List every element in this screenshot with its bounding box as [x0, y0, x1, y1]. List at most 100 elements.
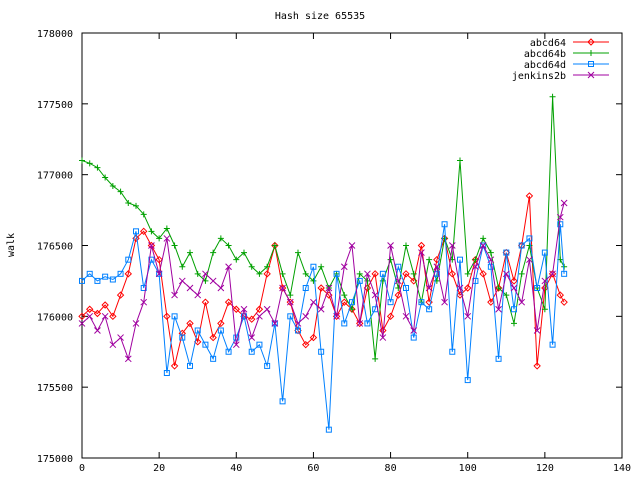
data-point-abcd64 — [510, 277, 518, 285]
data-point-abcd64b — [148, 228, 155, 235]
data-point-jenkins2b — [248, 334, 256, 341]
data-point-abcd64b — [194, 270, 201, 277]
data-point-jenkins2b — [379, 334, 387, 341]
y-tick-label: 178000 — [37, 29, 73, 40]
data-point-abcd64 — [263, 270, 271, 278]
data-point-abcd64 — [209, 333, 217, 342]
data-point-abcd64 — [116, 291, 125, 299]
data-point-abcd64 — [394, 291, 402, 299]
data-point-abcd64d — [379, 270, 386, 277]
data-point-jenkins2b — [433, 263, 441, 271]
data-point-jenkins2b — [202, 270, 209, 278]
data-point-abcd64 — [201, 298, 210, 306]
y-tick-label: 175500 — [37, 383, 73, 394]
data-point-abcd64 — [533, 362, 541, 370]
data-point-abcd64 — [487, 298, 495, 306]
data-point-abcd64 — [556, 291, 564, 299]
data-point-jenkins2b — [101, 312, 109, 320]
data-point-abcd64b — [341, 292, 348, 299]
data-point-abcd64 — [402, 270, 410, 278]
data-point-jenkins2b — [410, 327, 418, 334]
legend-marker-jenkins2b — [587, 71, 595, 79]
data-point-jenkins2b — [340, 263, 348, 271]
data-point-abcd64b — [526, 242, 533, 249]
data-point-abcd64b — [318, 263, 325, 270]
data-point-abcd64d — [241, 313, 247, 320]
data-point-abcd64 — [217, 319, 225, 328]
data-point-abcd64d — [148, 256, 155, 263]
series-layer — [78, 93, 568, 433]
data-point-jenkins2b — [356, 320, 364, 327]
data-point-abcd64b — [163, 225, 170, 232]
data-point-jenkins2b — [526, 256, 533, 264]
y-axis: 175000 175500 176000 176500 177000 177500 1780… — [37, 29, 622, 465]
data-point-jenkins2b — [217, 284, 225, 292]
data-point-jenkins2b — [456, 284, 464, 292]
data-point-abcd64b — [225, 242, 232, 249]
data-point-abcd64b — [356, 270, 363, 277]
data-point-abcd64 — [78, 312, 86, 321]
data-point-abcd64b — [295, 249, 301, 256]
data-point-jenkins2b — [518, 298, 526, 306]
data-point-abcd64d — [395, 263, 402, 270]
data-point-jenkins2b — [549, 270, 556, 278]
chart-title: Hash size 65535 — [275, 11, 365, 22]
data-point-abcd64 — [163, 312, 171, 321]
data-point-abcd64b — [549, 93, 556, 100]
data-point-abcd64b — [271, 242, 278, 249]
data-point-abcd64d — [210, 355, 217, 362]
data-point-jenkins2b — [441, 298, 448, 306]
data-point-abcd64d — [341, 320, 348, 327]
data-point-abcd64d — [333, 270, 340, 277]
data-point-jenkins2b — [294, 320, 302, 327]
data-point-abcd64b — [426, 256, 433, 263]
x-tick-label: 40 — [230, 463, 242, 474]
y-tick-label: 177500 — [37, 100, 73, 111]
data-point-abcd64 — [356, 319, 364, 328]
data-point-jenkins2b — [194, 291, 202, 299]
data-point-jenkins2b — [560, 199, 568, 207]
legend-label-jenkins2b: jenkins2b — [512, 71, 566, 82]
data-point-abcd64d — [526, 235, 533, 242]
data-point-abcd64d — [295, 327, 301, 334]
data-point-abcd64 — [464, 284, 472, 292]
data-point-abcd64d — [349, 299, 355, 306]
data-point-jenkins2b — [171, 291, 178, 299]
data-point-jenkins2b — [541, 277, 549, 285]
data-point-abcd64 — [548, 270, 557, 278]
data-point-abcd64b — [86, 160, 93, 167]
data-point-abcd64d — [109, 276, 116, 283]
data-point-abcd64 — [309, 333, 318, 342]
data-point-jenkins2b — [132, 320, 140, 327]
data-point-abcd64b — [79, 157, 85, 164]
data-point-abcd64d — [102, 273, 109, 280]
data-point-abcd64 — [278, 284, 287, 292]
data-point-abcd64b — [179, 263, 186, 270]
data-point-abcd64b — [133, 202, 139, 209]
data-point-abcd64d — [86, 270, 93, 277]
data-point-jenkins2b — [286, 298, 294, 306]
x-tick-label: 60 — [307, 463, 319, 474]
data-point-abcd64b — [248, 263, 255, 270]
data-point-abcd64d — [256, 341, 263, 348]
y-tick-label: 176000 — [37, 312, 73, 323]
x-axis: 0 20 40 60 80 100 120 140 — [79, 33, 631, 474]
data-point-jenkins2b — [209, 277, 217, 285]
data-point-jenkins2b — [394, 277, 402, 285]
data-point-abcd64d — [125, 256, 132, 263]
data-point-abcd64d — [179, 334, 186, 341]
data-point-jenkins2b — [556, 213, 564, 221]
data-point-abcd64b — [94, 164, 101, 171]
data-point-abcd64d — [302, 285, 309, 291]
data-point-abcd64 — [371, 270, 379, 278]
data-point-abcd64b — [217, 235, 224, 242]
data-point-abcd64 — [224, 298, 233, 306]
y-tick-label: 176500 — [37, 242, 73, 253]
data-point-abcd64b — [372, 355, 379, 362]
data-point-jenkins2b — [310, 298, 317, 306]
data-point-abcd64d — [418, 299, 425, 306]
data-point-abcd64 — [124, 270, 132, 278]
legend-marker-abcd64d — [588, 61, 594, 67]
series-line-abcd64d — [81, 224, 565, 430]
